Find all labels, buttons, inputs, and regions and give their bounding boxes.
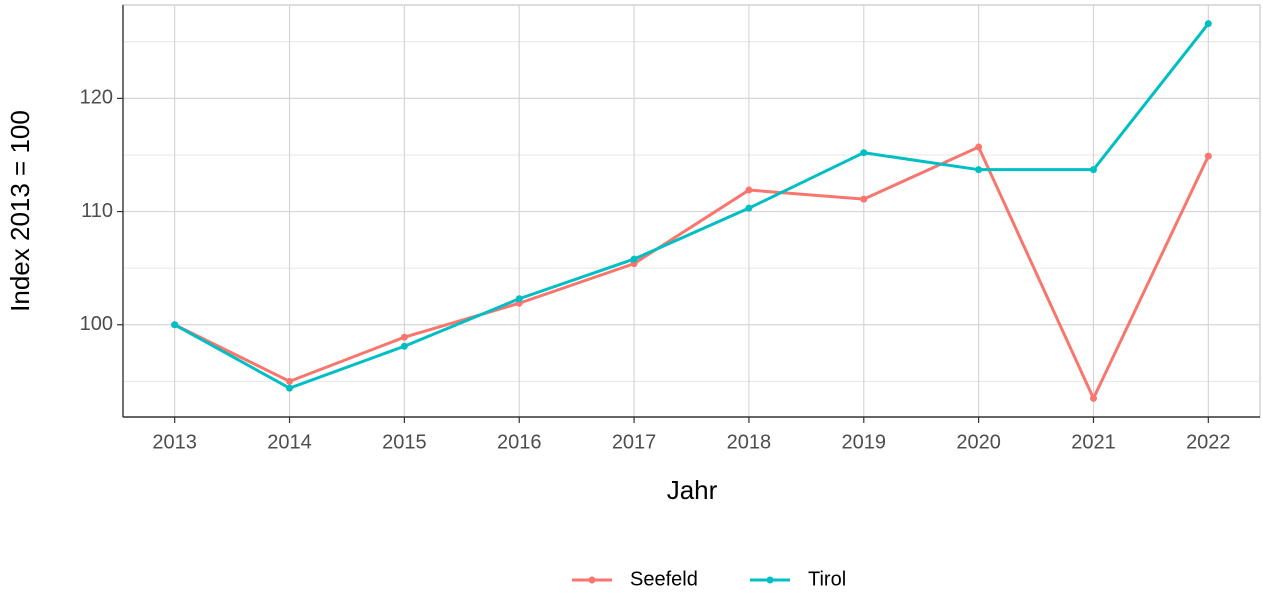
y-tick-label: 120 xyxy=(80,87,113,109)
point xyxy=(630,255,638,263)
x-tick-label: 2020 xyxy=(956,431,1001,453)
series-line xyxy=(173,22,1210,390)
point xyxy=(400,333,408,341)
point xyxy=(515,295,523,303)
x-tick-label: 2019 xyxy=(842,431,887,453)
point xyxy=(286,384,294,392)
legend-swatch-point xyxy=(588,576,596,584)
y-tick-label: 110 xyxy=(81,200,113,222)
x-tick-label: 2016 xyxy=(497,431,542,453)
point xyxy=(171,321,179,329)
point xyxy=(1204,152,1212,160)
point xyxy=(745,186,753,194)
y-tick-label: 100 xyxy=(80,313,113,335)
x-tick-label: 2014 xyxy=(267,431,312,453)
point xyxy=(860,195,868,203)
series-line xyxy=(174,145,1210,402)
point xyxy=(286,377,294,385)
point xyxy=(975,166,983,174)
point xyxy=(860,149,868,157)
point xyxy=(400,342,408,350)
x-tick-label: 2013 xyxy=(152,431,197,453)
point xyxy=(1204,20,1212,28)
x-axis-label: Jahr xyxy=(667,475,718,505)
point xyxy=(745,204,753,212)
point xyxy=(1089,394,1097,402)
x-tick-label: 2015 xyxy=(382,431,427,453)
legend-label: Seefeld xyxy=(630,568,698,590)
legend-label: Tirol xyxy=(808,568,846,590)
point xyxy=(975,143,983,151)
point xyxy=(1089,166,1097,174)
y-axis-label: Index 2013 = 100 xyxy=(5,110,35,312)
x-tick-label: 2018 xyxy=(727,431,772,453)
x-tick-label: 2017 xyxy=(612,431,657,453)
x-tick-label: 2021 xyxy=(1071,431,1116,453)
x-tick-label: 2022 xyxy=(1186,431,1231,453)
legend-swatch-point xyxy=(766,576,774,584)
